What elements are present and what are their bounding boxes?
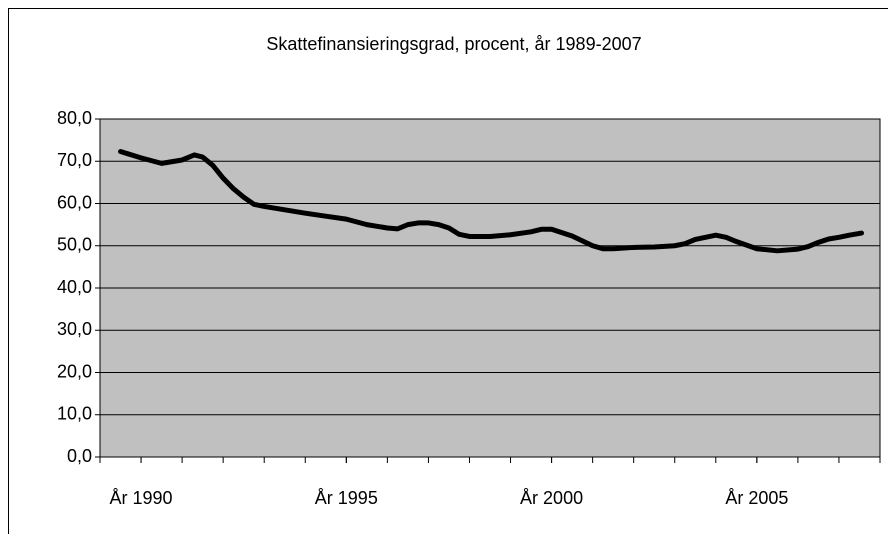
x-tick-label: År 1990 [110,488,173,508]
y-tick-label: 20,0 [57,361,92,381]
y-tick-label: 40,0 [57,277,92,297]
chart-title: Skattefinansieringsgrad, procent, år 198… [266,34,641,54]
y-tick-label: 60,0 [57,192,92,212]
data-line [118,149,865,254]
y-tick-label: 0,0 [67,446,92,466]
y-tick-label: 50,0 [57,235,92,255]
y-tick-label: 30,0 [57,319,92,339]
x-tick-label: År 2000 [520,488,583,508]
y-tick-label: 10,0 [57,404,92,424]
x-tick-label: År 2005 [725,488,788,508]
y-tick-label: 70,0 [57,150,92,170]
y-tick-label: 80,0 [57,108,92,128]
x-tick-label: År 1995 [315,488,378,508]
